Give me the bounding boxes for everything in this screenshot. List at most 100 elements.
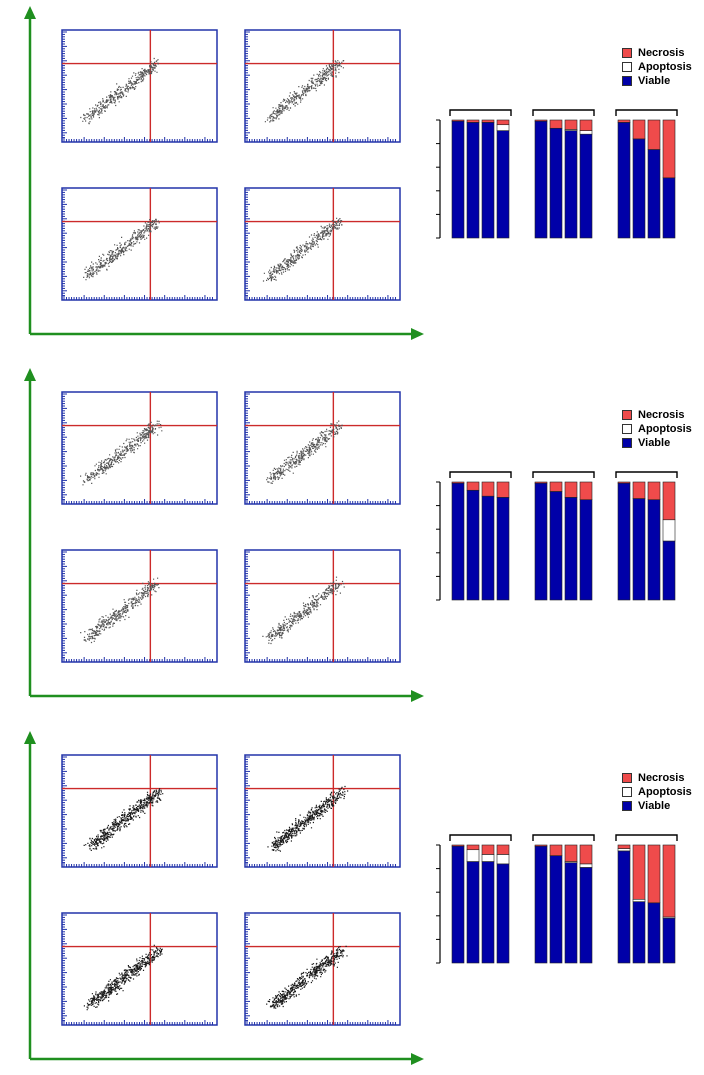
- bar-viable-segment: [579, 499, 593, 601]
- legend-swatch: [622, 801, 632, 811]
- bar-necrosis-segment: [564, 119, 578, 130]
- bar-necrosis-segment: [549, 119, 563, 129]
- bar-necrosis-segment: [564, 844, 578, 862]
- pi-axis-arrow-icon: [24, 368, 36, 381]
- legend: Necrosis Apoptosis Viable: [622, 771, 692, 813]
- bar-viable-segment: [662, 540, 676, 601]
- bar-viable-segment: [579, 867, 593, 964]
- bar-necrosis-segment: [496, 481, 510, 498]
- legend-swatch: [622, 62, 632, 72]
- legend-item-necrosis: Necrosis: [622, 408, 692, 422]
- bar-viable-segment: [466, 122, 480, 239]
- time-bracket: [532, 834, 595, 841]
- bar-necrosis-segment: [466, 481, 480, 491]
- fitc-axis-arrow-icon: [411, 690, 424, 702]
- panel-c: Necrosis Apoptosis Viable: [0, 725, 704, 1075]
- bar-necrosis-segment: [451, 119, 465, 122]
- bar-necrosis-segment: [466, 844, 480, 851]
- bar-viable-segment: [534, 482, 548, 601]
- flow-plot: [244, 29, 401, 143]
- flow-plot: [244, 187, 401, 301]
- legend-label: Apoptosis: [638, 61, 692, 73]
- legend-item-viable: Viable: [622, 74, 692, 88]
- panel-svg: [24, 368, 678, 702]
- time-bracket: [449, 109, 512, 116]
- bar-viable-segment: [647, 902, 661, 964]
- time-bracket: [615, 109, 678, 116]
- flow-plot-frame: [61, 549, 218, 663]
- flow-plot-frame: [61, 754, 218, 868]
- fitc-axis-arrow-icon: [411, 328, 424, 340]
- time-bracket: [615, 834, 678, 841]
- fitc-axis-arrow-icon: [411, 1053, 424, 1065]
- bar-necrosis-segment: [647, 481, 661, 501]
- bar-viable-segment: [549, 491, 563, 601]
- bar-apoptosis-segment: [632, 898, 646, 902]
- bar-necrosis-segment: [632, 844, 646, 900]
- bar-necrosis-segment: [617, 481, 631, 484]
- bar-apoptosis-segment: [496, 854, 510, 865]
- bar-necrosis-segment: [632, 119, 646, 140]
- flow-events: [80, 420, 163, 486]
- legend-swatch: [622, 424, 632, 434]
- bar-viable-segment: [662, 917, 676, 964]
- bar-viable-segment: [549, 127, 563, 239]
- bar-viable-segment: [549, 855, 563, 964]
- legend-swatch: [622, 773, 632, 783]
- bar-viable-segment: [564, 862, 578, 964]
- legend-label: Viable: [638, 75, 671, 87]
- bar-apoptosis-segment: [617, 848, 631, 852]
- legend-item-viable: Viable: [622, 436, 692, 450]
- flow-plot: [244, 391, 401, 505]
- flow-events: [262, 217, 343, 282]
- flow-plot-frame: [244, 29, 401, 143]
- legend: Necrosis Apoptosis Viable: [622, 46, 692, 88]
- bar-apoptosis-segment: [579, 863, 593, 868]
- bar-viable-segment: [496, 497, 510, 601]
- flow-plot-frame: [61, 391, 218, 505]
- bar-viable-segment: [579, 133, 593, 239]
- legend-item-apoptosis: Apoptosis: [622, 422, 692, 436]
- bar-necrosis-segment: [496, 844, 510, 855]
- legend-label: Viable: [638, 800, 671, 812]
- legend-label: Apoptosis: [638, 786, 692, 798]
- bar-viable-segment: [617, 482, 631, 601]
- flow-events: [83, 218, 160, 281]
- flow-plot: [61, 391, 218, 505]
- time-bracket: [449, 471, 512, 478]
- time-bracket: [449, 834, 512, 841]
- flow-events: [80, 577, 160, 644]
- bar-viable-segment: [466, 861, 480, 964]
- flow-plot-frame: [244, 391, 401, 505]
- bar-necrosis-segment: [564, 481, 578, 498]
- flow-events: [266, 945, 348, 1009]
- flow-plot: [61, 754, 218, 868]
- bar-viable-segment: [534, 845, 548, 964]
- bar-viable-segment: [564, 497, 578, 601]
- legend-swatch: [622, 410, 632, 420]
- flow-events: [83, 788, 164, 851]
- legend-label: Necrosis: [638, 772, 685, 784]
- legend-item-necrosis: Necrosis: [622, 46, 692, 60]
- bar-apoptosis-segment: [496, 124, 510, 131]
- legend-swatch: [622, 48, 632, 58]
- bar-viable-segment: [617, 850, 631, 964]
- bar-viable-segment: [647, 149, 661, 239]
- bar-viable-segment: [496, 130, 510, 239]
- bar-necrosis-segment: [549, 844, 563, 856]
- bar-viable-segment: [647, 499, 661, 601]
- bar-necrosis-segment: [451, 481, 465, 484]
- legend-label: Necrosis: [638, 409, 685, 421]
- legend-label: Apoptosis: [638, 423, 692, 435]
- bar-viable-segment: [451, 845, 465, 964]
- legend-swatch: [622, 787, 632, 797]
- bar-apoptosis-segment: [579, 130, 593, 135]
- legend-item-necrosis: Necrosis: [622, 771, 692, 785]
- bar-apoptosis-segment: [481, 854, 495, 862]
- panel-a: Necrosis Apoptosis Viable: [0, 0, 704, 350]
- legend-item-apoptosis: Apoptosis: [622, 785, 692, 799]
- bar-viable-segment: [451, 120, 465, 239]
- bar-viable-segment: [451, 482, 465, 601]
- time-bracket: [615, 471, 678, 478]
- legend-item-viable: Viable: [622, 799, 692, 813]
